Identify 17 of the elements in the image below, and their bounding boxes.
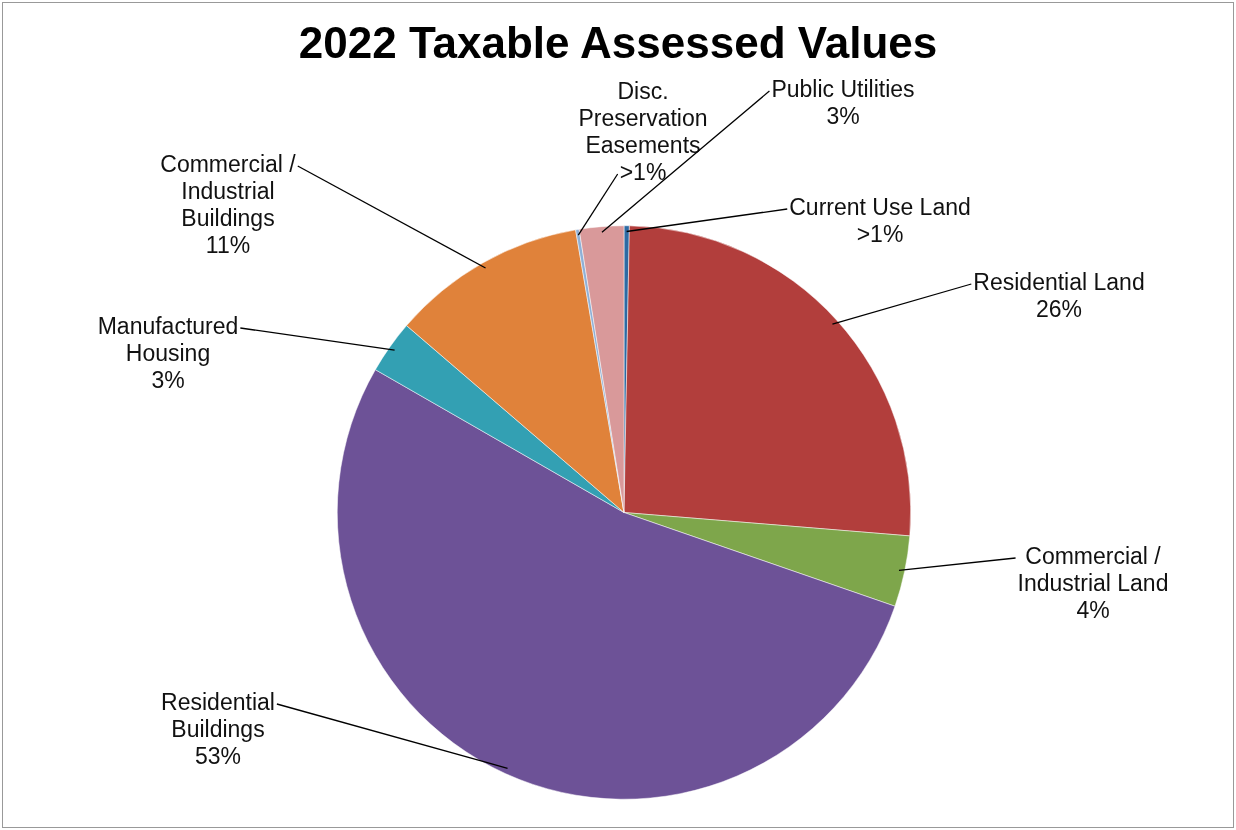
data-label: 11%	[205, 231, 251, 258]
data-label: >1%	[619, 158, 667, 185]
data-label: 4%	[1076, 596, 1110, 623]
data-label: 26%	[1035, 295, 1083, 322]
slice-label: Manufactured Housing	[97, 312, 239, 366]
slice-label: Public Utilities	[771, 75, 915, 102]
slice-label: Commercial / Industrial Buildings	[160, 150, 297, 231]
slice-label: Residential Land	[973, 268, 1145, 295]
slice-label: Disc. Preservation Easements	[578, 77, 708, 158]
data-label: >1%	[856, 220, 904, 247]
data-label: 3%	[826, 102, 860, 129]
slice-label: Residential Buildings	[161, 688, 275, 742]
data-label: 3%	[151, 366, 185, 393]
data-label: 53%	[194, 742, 242, 769]
slice-label: Commercial / Industrial Land	[1017, 542, 1169, 596]
chart-title: 2022 Taxable Assessed Values	[298, 18, 938, 68]
slice-label: Current Use Land	[789, 193, 971, 220]
